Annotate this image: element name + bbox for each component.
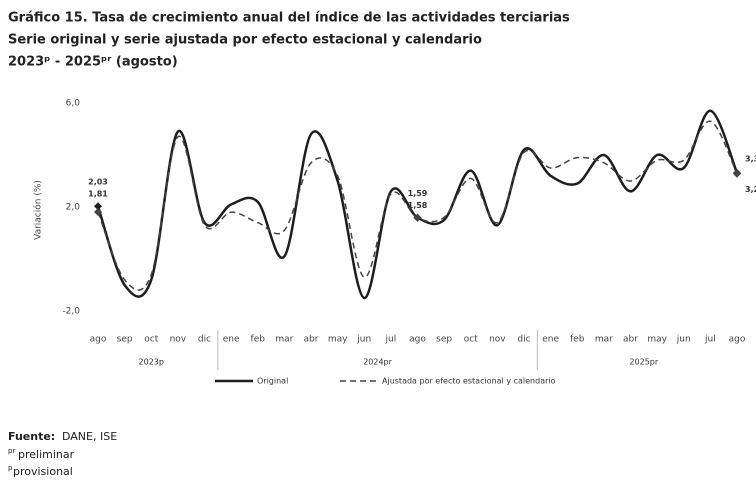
x-tick-label: sep	[117, 335, 133, 345]
y-axis-label: Variación (%)	[33, 180, 44, 240]
x-tick-label: ago	[409, 335, 426, 345]
end-marker	[413, 213, 422, 222]
x-tick-label: ene	[542, 335, 559, 345]
group-label: 2023p	[139, 358, 164, 367]
series-line	[96, 109, 739, 300]
data-label: 1,58	[408, 201, 428, 210]
source: DANE, ISE	[62, 430, 117, 443]
x-tick-label: jul	[704, 335, 716, 345]
legend-label: Original	[257, 377, 288, 386]
x-tick-label: nov	[170, 335, 187, 345]
x-tick-label: sep	[436, 335, 452, 345]
x-tick-label: ene	[223, 335, 240, 345]
x-tick-label: ago	[90, 335, 107, 345]
legend-label: Ajustada por efecto estacional y calenda…	[382, 377, 556, 386]
x-tick-label: abr	[623, 335, 638, 345]
chart-title: Gráfico 15. Tasa de crecimiento anual de…	[8, 11, 570, 26]
end-marker	[94, 202, 102, 211]
x-tick-label: dic	[517, 335, 530, 345]
note-mark: p	[8, 464, 13, 472]
x-tick-label: nov	[489, 335, 506, 345]
data-label: 1,59	[408, 189, 428, 198]
data-label: 2,03	[88, 178, 108, 187]
x-tick-label: feb	[570, 335, 585, 345]
note-text: preliminar	[18, 448, 75, 461]
end-marker	[733, 169, 741, 178]
note-text: provisional	[13, 465, 73, 478]
x-tick-label: dic	[198, 335, 211, 345]
group-label: 2024pr	[363, 358, 392, 367]
x-tick-label: may	[328, 335, 348, 345]
x-tick-label: feb	[251, 335, 266, 345]
y-tick-label: 6,0	[66, 99, 81, 109]
data-label: 1,81	[88, 190, 108, 199]
chart-subtitle: Serie original y serie ajustada por efec…	[8, 33, 482, 48]
group-label: 2025pr	[629, 358, 658, 367]
x-tick-label: jul	[385, 335, 397, 345]
chart-period: 2023ᵖ - 2025ᵖʳ (agosto)	[8, 55, 178, 70]
x-tick-label: jun	[356, 335, 371, 345]
x-tick-label: abr	[304, 335, 319, 345]
x-tick-label: mar	[595, 335, 613, 345]
data-label: 3,28	[745, 185, 756, 194]
y-tick-label: 2,0	[66, 203, 81, 213]
x-tick-label: mar	[275, 335, 293, 345]
data-label: 3,31	[745, 154, 756, 163]
y-tick-label: -2,0	[62, 307, 80, 317]
end-marker	[94, 207, 102, 216]
x-tick-label: may	[647, 335, 667, 345]
source-label: Fuente:	[8, 430, 55, 443]
note-mark: pr	[8, 447, 15, 455]
x-tick-label: oct	[464, 335, 478, 345]
x-tick-label: oct	[144, 335, 158, 345]
x-tick-label: ago	[729, 335, 746, 345]
x-tick-label: jun	[676, 335, 691, 345]
